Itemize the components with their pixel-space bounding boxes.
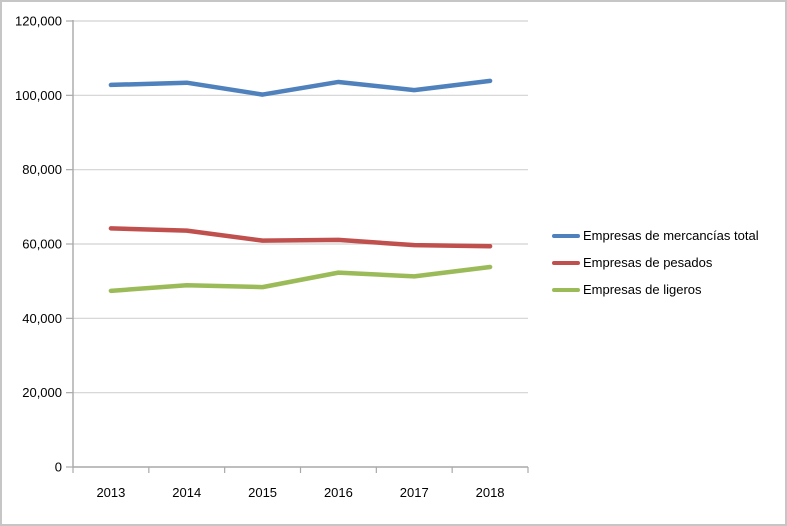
y-axis-label: 60,000 (22, 237, 62, 252)
x-axis-label: 2018 (476, 485, 505, 500)
legend-line-marker (552, 260, 580, 265)
series-line-0 (108, 78, 493, 97)
x-axis-label: 2017 (400, 485, 429, 500)
y-axis-label: 80,000 (22, 162, 62, 177)
legend: Empresas de mercancías total Empresas de … (552, 222, 759, 303)
y-axis-label: 20,000 (22, 385, 62, 400)
x-axis-label: 2014 (172, 485, 201, 500)
legend-label: Empresas de mercancías total (583, 228, 759, 243)
series-line-2 (108, 264, 493, 294)
legend-item-2: Empresas de ligeros (552, 276, 759, 303)
x-axis-label: 2016 (324, 485, 353, 500)
legend-label: Empresas de ligeros (583, 282, 702, 297)
y-axis-label: 120,000 (15, 14, 62, 29)
x-axis-label: 2013 (96, 485, 125, 500)
y-axis-label: 40,000 (22, 311, 62, 326)
x-axis-label: 2015 (248, 485, 277, 500)
legend-item-0: Empresas de mercancías total (552, 222, 759, 249)
legend-item-1: Empresas de pesados (552, 249, 759, 276)
series-line-1 (108, 226, 493, 249)
legend-line-marker (552, 287, 580, 292)
legend-label: Empresas de pesados (583, 255, 713, 270)
y-axis-label: 100,000 (15, 88, 62, 103)
legend-line-marker (552, 233, 580, 238)
y-axis-label: 0 (55, 460, 62, 475)
